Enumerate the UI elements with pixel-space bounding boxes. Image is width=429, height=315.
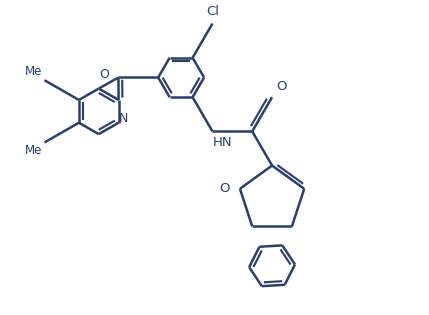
Text: Me: Me (25, 145, 42, 158)
Text: N: N (119, 112, 128, 125)
Text: HN: HN (212, 136, 232, 149)
Text: O: O (220, 182, 230, 195)
Text: O: O (99, 68, 109, 81)
Text: Me: Me (25, 65, 42, 78)
Text: O: O (276, 80, 287, 93)
Text: Cl: Cl (206, 5, 219, 18)
